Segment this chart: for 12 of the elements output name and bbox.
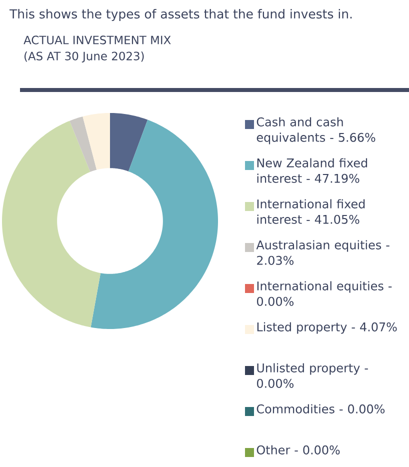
legend-label: Cash and cash equivalents - 5.66%	[256, 117, 376, 144]
legend-label: Unlisted property - 0.00%	[256, 363, 368, 388]
legend-label: International equities - 0.00%	[256, 281, 392, 306]
chart-subtitle: (AS AT 30 June 2023)	[24, 52, 144, 62]
legend-label: Other - 0.00%	[256, 445, 340, 454]
legend-label: Listed property - 4.07%	[257, 322, 397, 334]
legend-label: International fixed interest - 41.05%	[257, 199, 365, 224]
text: This shows the types of assets that the fund invests in.	[9, 8, 352, 22]
legend-label: New Zealand fixed interest - 47.19%	[257, 158, 368, 183]
legend-label: Commodities - 0.00%	[256, 404, 385, 414]
legend-label: Australasian equities - 2.03%	[256, 240, 390, 265]
chart-title: ACTUAL INVESTMENT MIX	[24, 36, 171, 44]
